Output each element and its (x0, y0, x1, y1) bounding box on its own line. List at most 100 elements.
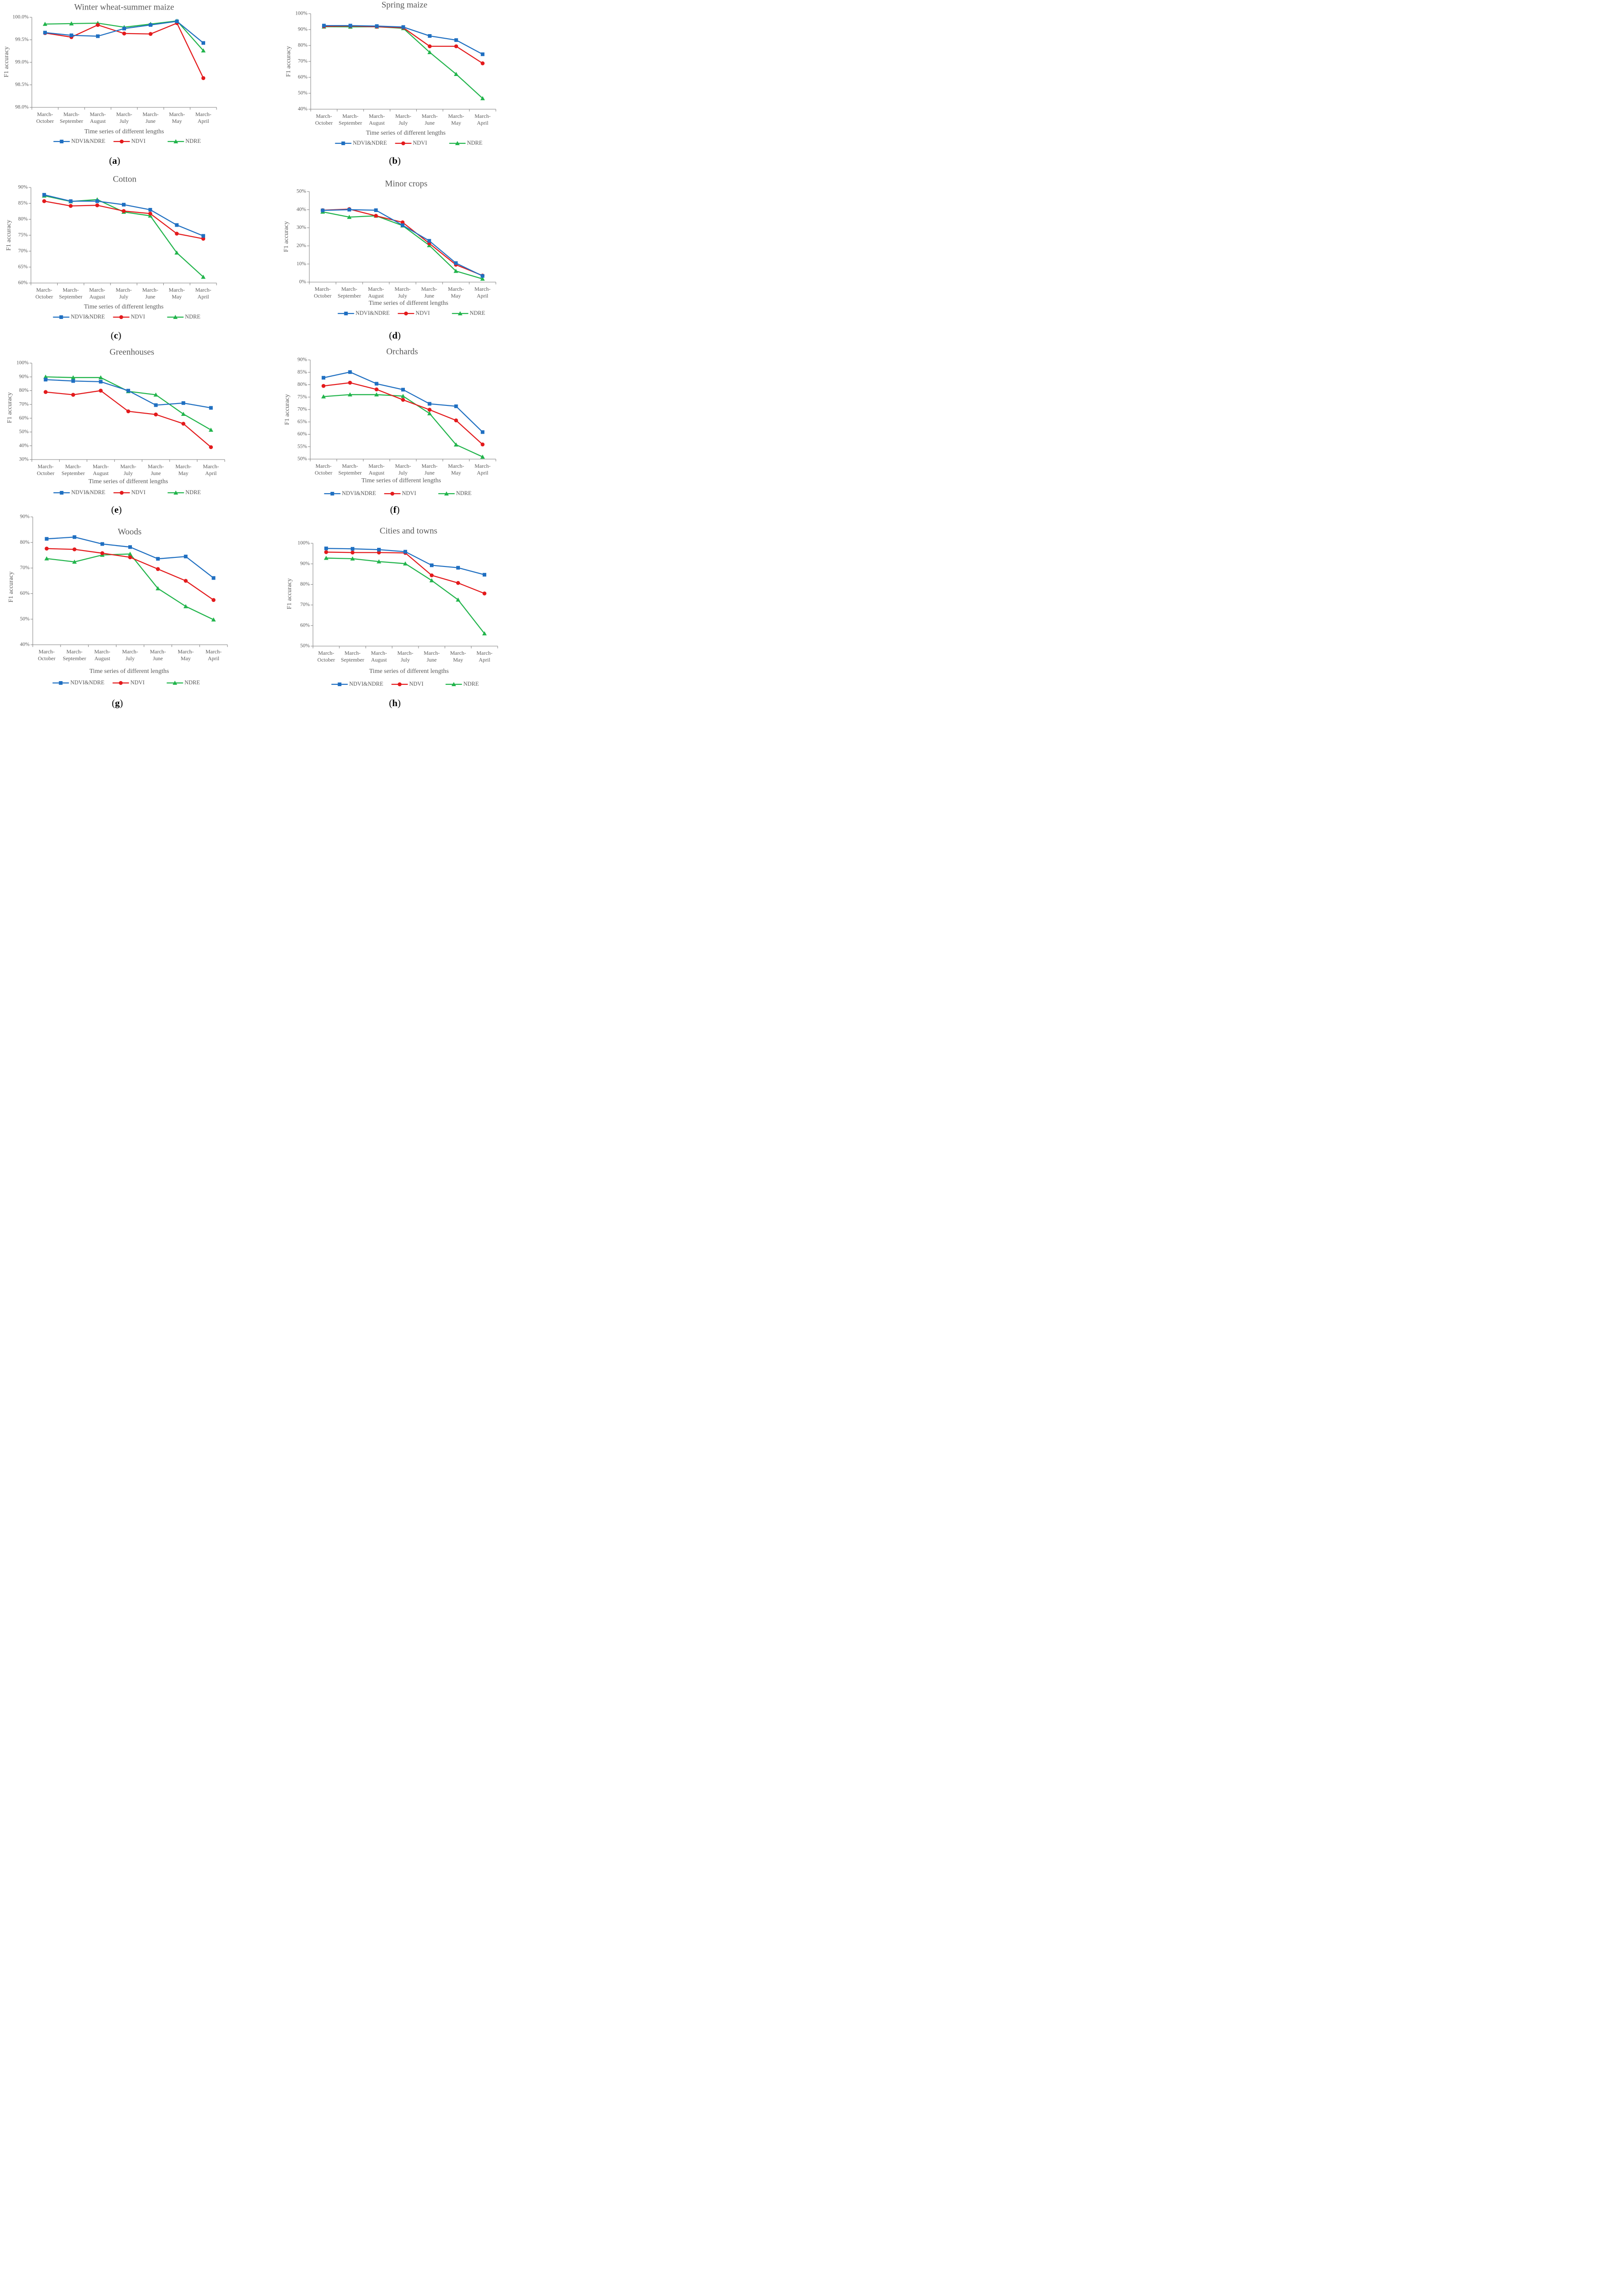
x-tick-label: March-August (368, 286, 384, 299)
x-tick-label: March-July (116, 287, 131, 300)
data-point-ndvi (480, 61, 485, 66)
x-tick-label: March-April (474, 113, 490, 126)
legend-label-ndvi: NDVI (409, 681, 424, 687)
series-line-ndvi (44, 200, 204, 239)
panel-label: (g) (112, 698, 123, 708)
y-tick-label: 100% (295, 11, 308, 16)
x-tick-label: March-June (148, 463, 164, 476)
data-point-ndre (454, 442, 459, 447)
x-axis-title: Time series of different lengths (366, 130, 446, 136)
data-point-ndvi-ndre (374, 208, 378, 212)
data-point-ndvi (209, 445, 213, 450)
data-point-ndvi-ndre (156, 557, 160, 561)
data-point-ndvi-ndre (42, 193, 46, 197)
legend-label-ndvi: NDVI (402, 490, 416, 496)
data-point-ndvi (71, 393, 76, 397)
data-point-ndvi-ndre (96, 34, 100, 38)
panel-label: (b) (389, 155, 401, 166)
x-tick-label: March-October (38, 648, 55, 662)
legend-label-ndre: NDRE (186, 138, 201, 144)
y-axis-title: F1 accuracy (284, 394, 291, 425)
x-tick-label: March-July (397, 650, 413, 663)
data-point-ndvi-ndre (374, 382, 378, 386)
data-point-ndre (71, 375, 76, 379)
data-point-ndre (208, 427, 213, 432)
data-point-ndvi (427, 408, 432, 412)
x-tick-label: March-April (195, 287, 211, 300)
chart-title: Cotton (113, 174, 136, 184)
legend-label-ndvi-ndre: NDVI&NDRE (71, 489, 106, 495)
y-tick-label: 90% (19, 374, 29, 379)
y-tick-label: 85% (18, 201, 28, 206)
y-tick-label: 60% (298, 431, 308, 437)
data-point-ndre (72, 559, 77, 564)
data-point-ndvi (429, 573, 434, 577)
series-line-ndvi (323, 382, 483, 445)
legend-label-ndvi-ndre: NDVI&NDRE (71, 138, 106, 144)
series-line-ndvi (45, 22, 204, 79)
y-axis-title: F1 accuracy (286, 578, 293, 609)
x-tick-label: March-April (476, 650, 492, 663)
legend-label-ndvi: NDVI (413, 140, 427, 146)
series-line-ndvi (324, 25, 483, 64)
y-tick-label: 98.0% (15, 105, 29, 110)
y-tick-label: 90% (18, 185, 28, 190)
legend: NDVI&NDRE NDVI NDRE (331, 681, 479, 687)
legend-label-ndvi-ndre: NDVI&NDRE (349, 681, 383, 687)
data-point-ndvi-ndre (149, 23, 152, 27)
data-point-ndre (43, 374, 48, 379)
legend-marker-ndvi-ndre (60, 140, 64, 143)
y-axis-title: F1 accuracy (3, 46, 10, 77)
x-tick-label: March-June (424, 650, 439, 663)
x-tick-label: March-September (63, 648, 86, 662)
x-tick-label: March-July (122, 648, 138, 662)
data-point-ndvi (128, 555, 132, 560)
y-axis-title: F1 accuracy (285, 46, 292, 77)
data-point-ndvi-ndre (175, 19, 179, 23)
chart-title: Minor crops (385, 179, 427, 188)
data-point-ndvi-ndre (348, 24, 353, 28)
data-point-ndvi-ndre (428, 402, 432, 406)
x-tick-label: March-September (341, 650, 364, 663)
data-point-ndre (427, 50, 432, 55)
y-tick-label: 70% (18, 248, 28, 254)
x-tick-label: March-May (448, 286, 464, 299)
data-point-ndvi (175, 232, 179, 236)
x-tick-label: March-August (371, 650, 387, 663)
data-point-ndvi (454, 418, 458, 423)
y-tick-label: 40% (298, 106, 308, 112)
data-point-ndvi (95, 203, 100, 207)
x-tick-label: March-October (35, 287, 53, 300)
y-tick-label: 60% (20, 591, 30, 596)
y-tick-label: 50% (298, 456, 308, 462)
data-point-ndvi (45, 546, 49, 551)
legend-marker-ndvi (401, 141, 405, 146)
y-tick-label: 50% (298, 91, 308, 96)
data-point-ndvi-ndre (95, 199, 99, 203)
data-point-ndre (403, 561, 408, 566)
x-tick-label: March-June (142, 287, 158, 300)
x-tick-label: March-June (422, 463, 438, 476)
x-axis-title: Time series of different lengths (369, 300, 449, 307)
data-point-ndvi (126, 409, 131, 414)
x-tick-label: March-August (90, 111, 106, 124)
data-point-ndvi-ndre (209, 406, 213, 410)
data-point-ndvi-ndre (202, 41, 205, 45)
chart-panel-a: Winter wheat-summer maize 98.0% 98.5% 99.0%… (3, 2, 217, 166)
series-line-ndre (46, 553, 214, 620)
x-tick-label: March-August (368, 463, 385, 476)
figure-canvas: Winter wheat-summer maize 98.0% 98.5% 99.0%… (3, 0, 498, 708)
chart-panel-e: Greenhouses 30% 40% 50% 60% 70% 80% 90% 100% Marc… (6, 347, 225, 515)
x-axis-title: Time series of different lengths (85, 128, 164, 135)
data-point-ndre (480, 96, 485, 101)
series-line-ndre (324, 26, 483, 99)
data-point-ndre (350, 556, 355, 561)
chart-panel-c: Cotton 60% 65% 70% 75% 80% 85% 90% March-October… (5, 174, 217, 341)
legend-label-ndre: NDRE (456, 490, 472, 496)
legend-marker-ndvi (404, 311, 408, 316)
x-tick-label: March-September (60, 111, 83, 124)
panel-label: (c) (111, 330, 121, 341)
x-tick-label: March-May (450, 650, 466, 663)
data-point-ndre (348, 392, 353, 397)
x-tick-label: March-April (195, 111, 211, 124)
